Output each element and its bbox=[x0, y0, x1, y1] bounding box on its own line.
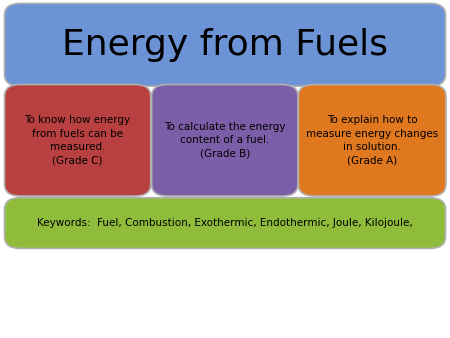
Text: Energy from Fuels: Energy from Fuels bbox=[62, 28, 388, 62]
Text: Keywords:  Fuel, Combustion, Exothermic, Endothermic, Joule, Kilojoule,: Keywords: Fuel, Combustion, Exothermic, … bbox=[37, 218, 413, 228]
Text: To calculate the energy
content of a fuel.
(Grade B): To calculate the energy content of a fue… bbox=[164, 122, 285, 159]
FancyBboxPatch shape bbox=[4, 84, 151, 196]
FancyBboxPatch shape bbox=[4, 3, 446, 86]
FancyBboxPatch shape bbox=[152, 84, 298, 196]
Text: To know how energy
from fuels can be
measured.
(Grade C): To know how energy from fuels can be mea… bbox=[25, 116, 130, 165]
Text: To explain how to
measure energy changes
in solution.
(Grade A): To explain how to measure energy changes… bbox=[306, 116, 438, 165]
FancyBboxPatch shape bbox=[4, 198, 446, 248]
FancyBboxPatch shape bbox=[298, 84, 446, 196]
